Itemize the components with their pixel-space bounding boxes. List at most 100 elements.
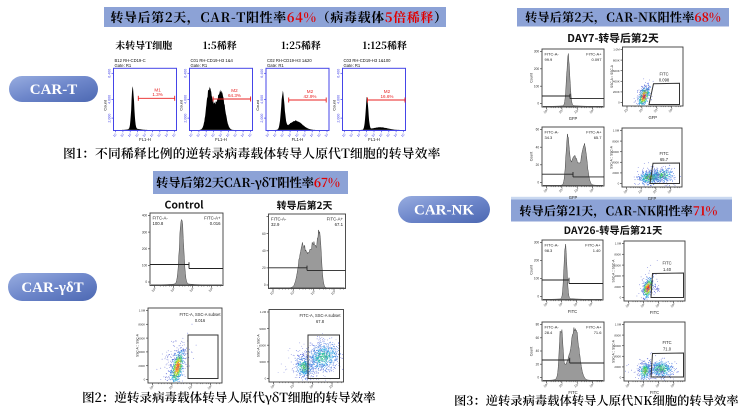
svg-text:10: 10 (127, 132, 132, 137)
svg-text:104: 104 (653, 107, 660, 114)
svg-text:FITC-A+: FITC-A+ (586, 325, 602, 330)
svg-text:10: 10 (316, 132, 321, 137)
svg-text:1.40: 1.40 (593, 248, 602, 253)
svg-text:10: 10 (203, 132, 208, 137)
svg-text:SSC-A :: SSC-A: SSC-A :: SSC-A (257, 333, 261, 357)
svg-text:200K: 200K (614, 285, 621, 289)
svg-text:106: 106 (667, 188, 674, 195)
svg-text:100: 100 (269, 289, 276, 296)
svg-text:10: 10 (196, 132, 201, 137)
svg-text:0: 0 (537, 102, 539, 106)
svg-text:600K: 600K (259, 343, 266, 347)
svg-text:100: 100 (625, 382, 632, 389)
svg-text:10: 10 (240, 132, 245, 137)
svg-text:100: 100 (625, 302, 632, 309)
svg-text:SSC-A :: SSC-A: SSC-A :: SSC-A (612, 339, 616, 363)
svg-text:106: 106 (589, 382, 596, 389)
svg-text:102: 102 (168, 384, 175, 391)
svg-text:100: 100 (151, 286, 158, 293)
svg-text:104: 104 (187, 384, 194, 391)
svg-text:600K: 600K (614, 263, 621, 267)
svg-text:Count: Count (530, 73, 534, 83)
svg-text:400K: 400K (612, 161, 619, 165)
svg-text:102: 102 (637, 188, 644, 195)
svg-text:10: 10 (378, 132, 383, 137)
svg-text:900K: 900K (259, 327, 266, 331)
svg-text:102: 102 (640, 382, 647, 389)
svg-text:10: 10 (225, 132, 230, 137)
svg-text:FITC-A+: FITC-A+ (586, 52, 602, 57)
svg-text:800K: 800K (138, 323, 145, 327)
svg-text:Gate: R1: Gate: R1 (344, 63, 361, 68)
svg-text:6,400: 6,400 (184, 69, 188, 78)
svg-text:2,000: 2,000 (260, 114, 264, 123)
svg-text:FITC-A-: FITC-A- (545, 52, 560, 57)
svg-text:104: 104 (573, 108, 580, 115)
svg-text:106: 106 (670, 302, 677, 309)
svg-text:FITC-A-: FITC-A- (545, 243, 560, 248)
svg-text:600K: 600K (614, 344, 621, 348)
svg-text:0: 0 (620, 376, 622, 380)
svg-text:10: 10 (232, 132, 237, 137)
svg-text:100: 100 (142, 264, 148, 268)
svg-text:10: 10 (156, 132, 161, 137)
svg-text:Count: Count (530, 347, 534, 357)
svg-text:200: 200 (534, 67, 540, 71)
svg-text:102: 102 (558, 187, 565, 194)
svg-text:C02 RH-CD19-H3 1&20: C02 RH-CD19-H3 1&20 (267, 58, 312, 63)
svg-text:60: 60 (536, 336, 540, 340)
svg-text:100: 100 (149, 384, 156, 391)
svg-text:FITC-A, SSC-A subset: FITC-A, SSC-A subset (300, 313, 342, 318)
svg-text:67.1: 67.1 (335, 222, 344, 227)
svg-text:FITC: FITC (650, 390, 659, 395)
svg-text:106: 106 (589, 108, 596, 115)
svg-text:104: 104 (189, 286, 196, 293)
svg-text:CAR-NK: CAR-NK (414, 203, 474, 219)
svg-text:GFP: GFP (569, 116, 578, 121)
svg-text:100: 100 (534, 277, 540, 281)
svg-text:0.016: 0.016 (210, 221, 221, 226)
svg-text:FL1-H: FL1-H (292, 137, 304, 142)
svg-text:10: 10 (247, 132, 252, 137)
svg-text:106: 106 (328, 383, 335, 390)
svg-text:FITC-A-: FITC-A- (545, 325, 560, 330)
svg-text:GFP: GFP (648, 196, 657, 201)
svg-text:65.7: 65.7 (660, 157, 669, 162)
svg-text:100: 100 (270, 383, 277, 390)
svg-text:FITC-A-: FITC-A- (545, 130, 560, 135)
svg-text:FITC: FITC (568, 390, 577, 395)
svg-text:102: 102 (289, 383, 296, 390)
svg-text:1.0M: 1.0M (139, 309, 146, 313)
svg-text:100.8: 100.8 (153, 221, 164, 226)
svg-text:106: 106 (330, 289, 337, 296)
svg-text:300: 300 (534, 50, 540, 54)
svg-text:Gate: R1: Gate: R1 (191, 63, 208, 68)
svg-text:6,400: 6,400 (260, 69, 264, 78)
svg-text:M1: M1 (154, 87, 161, 92)
svg-text:100: 100 (623, 107, 630, 114)
svg-text:GFP: GFP (648, 115, 657, 120)
svg-text:M2: M2 (307, 89, 314, 94)
svg-text:B12 RH-CD19-C: B12 RH-CD19-C (115, 58, 146, 63)
svg-text:FITC-A+: FITC-A+ (327, 217, 344, 222)
svg-text:104: 104 (310, 289, 317, 296)
svg-text:0: 0 (537, 181, 539, 185)
svg-text:106: 106 (670, 382, 677, 389)
svg-text:4,000: 4,000 (260, 95, 264, 104)
svg-text:Count: Count (179, 99, 184, 111)
svg-text:16.6%: 16.6% (380, 94, 393, 99)
svg-text:400: 400 (142, 214, 148, 218)
svg-text:200K: 200K (614, 365, 621, 369)
svg-text:FITC: FITC (650, 310, 659, 315)
svg-text:40: 40 (536, 145, 540, 149)
svg-text:FITC-A+: FITC-A+ (586, 130, 602, 135)
svg-text:0.098: 0.098 (659, 78, 670, 83)
svg-text:300: 300 (142, 230, 148, 234)
svg-text:60: 60 (536, 128, 540, 132)
svg-text:10: 10 (385, 132, 390, 137)
svg-text:80: 80 (536, 323, 540, 327)
svg-text:10: 10 (393, 132, 398, 137)
svg-text:FITC: FITC (662, 261, 671, 266)
svg-text:104: 104 (652, 188, 659, 195)
svg-text:10: 10 (287, 132, 292, 137)
